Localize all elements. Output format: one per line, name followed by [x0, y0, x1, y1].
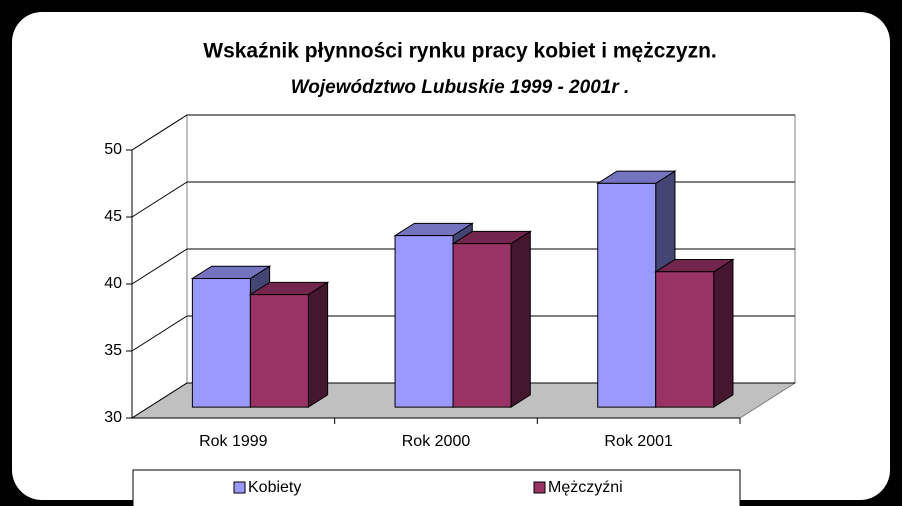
y-tick-label: 30: [104, 409, 122, 426]
x-tick-label: Rok 2000: [402, 433, 471, 450]
x-tick-label: Rok 1999: [199, 433, 268, 450]
y-tick-label: 50: [104, 141, 122, 158]
bar-front: [655, 271, 715, 408]
legend-label: Mężczyźni: [548, 479, 623, 496]
bar-front: [394, 235, 454, 408]
grid-line: [131, 181, 795, 218]
grid-line: [131, 382, 795, 419]
chart-subtitle: Województwo Lubuskie 1999 - 2001r .: [291, 77, 630, 98]
bar: [248, 281, 330, 409]
y-tick-label: 35: [104, 342, 122, 359]
bar-side: [510, 230, 531, 409]
legend-label: Kobiety: [248, 479, 301, 496]
legend-swatch: [533, 481, 546, 494]
y-tick-label: 40: [104, 275, 122, 292]
bar-front: [249, 294, 309, 408]
grid-line: [131, 114, 795, 151]
bar: [451, 230, 533, 409]
y-tick-label: 45: [104, 208, 122, 225]
grid-line: [131, 248, 795, 285]
bar-front: [191, 278, 251, 408]
legend-swatch: [233, 481, 246, 494]
bar-side: [307, 281, 329, 409]
legend: [132, 469, 741, 506]
bar-front: [597, 182, 657, 408]
grid-line: [131, 315, 795, 352]
chart-title: Wskaźnik płynności rynku pracy kobiet i …: [203, 40, 717, 63]
bar-side: [713, 258, 734, 409]
bar-front: [452, 243, 512, 408]
bar: [653, 258, 735, 409]
x-tick-label: Rok 2001: [604, 433, 673, 450]
